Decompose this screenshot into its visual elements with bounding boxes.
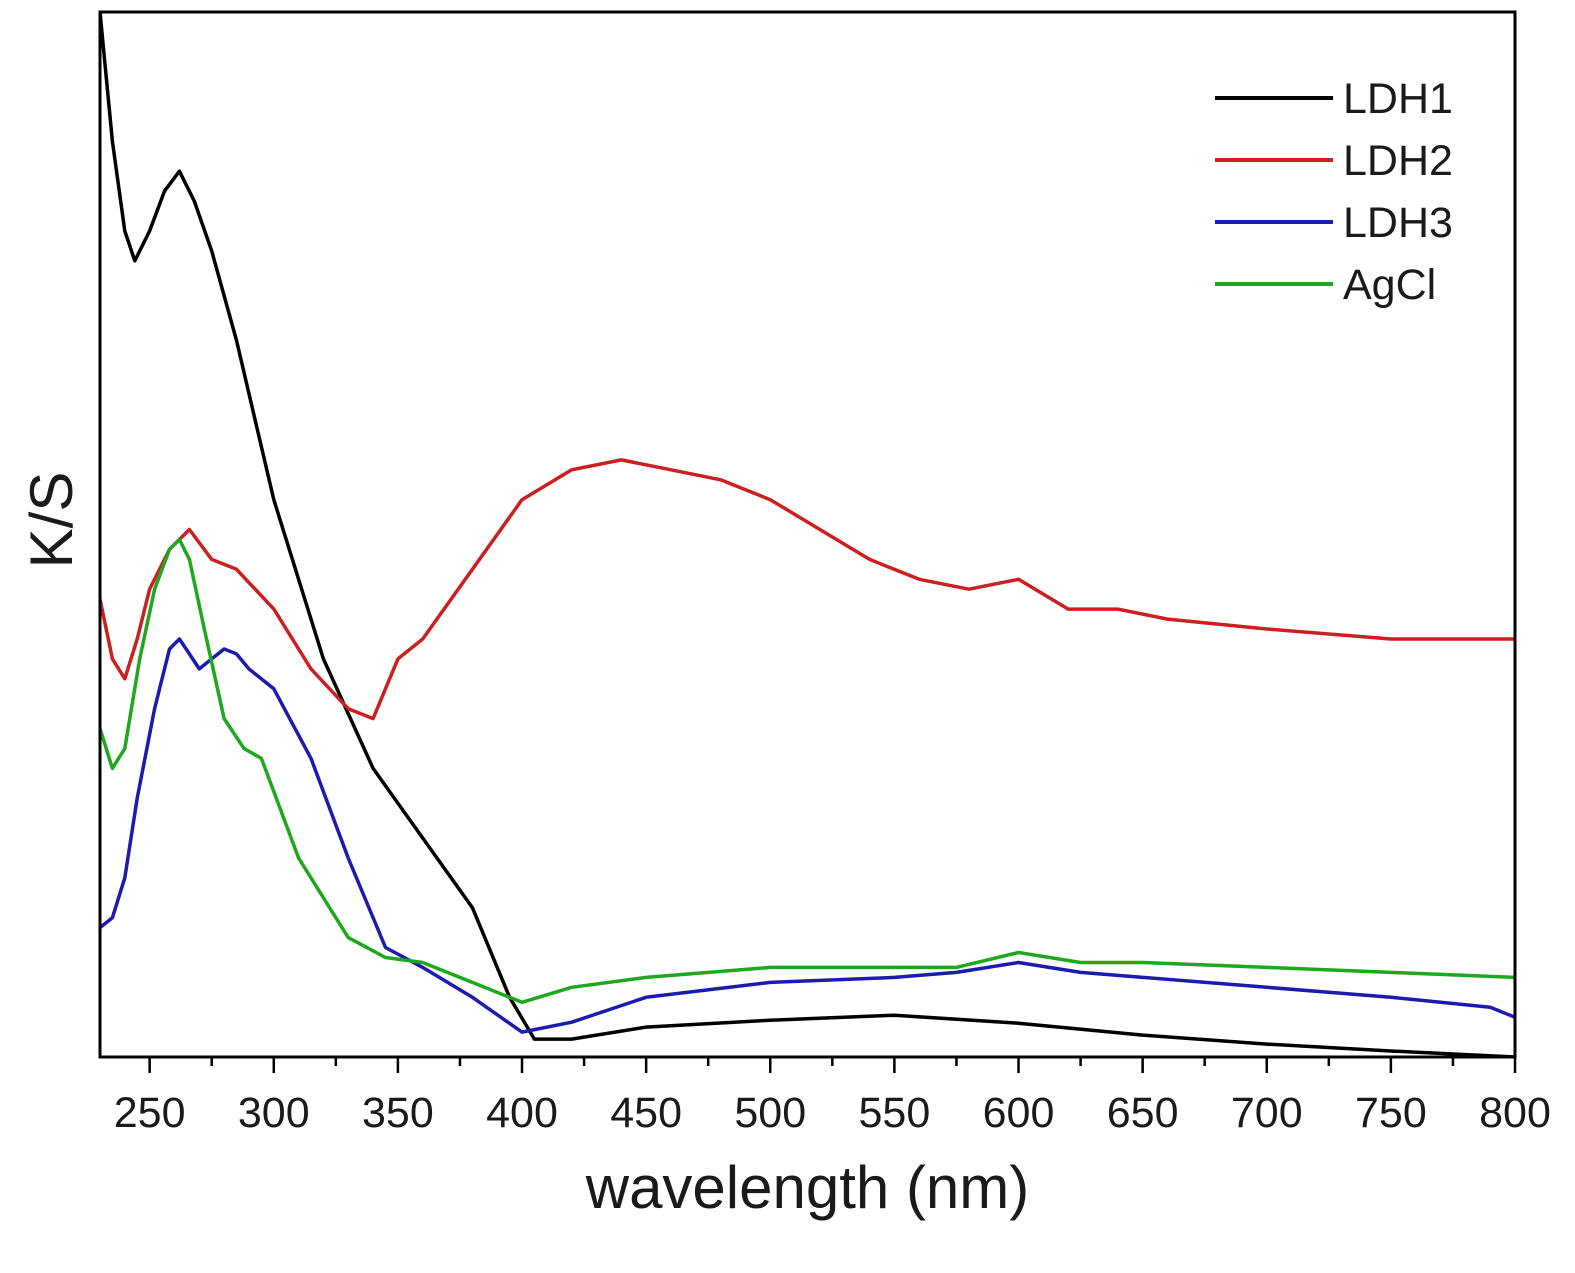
x-tick-label: 250 bbox=[114, 1089, 186, 1137]
x-axis-title: wavelength (nm) bbox=[585, 1154, 1030, 1221]
x-tick-label: 350 bbox=[362, 1089, 434, 1137]
x-tick-label: 750 bbox=[1355, 1089, 1427, 1137]
x-tick-label: 450 bbox=[610, 1089, 682, 1137]
series-line-ldh1 bbox=[100, 12, 1515, 1057]
legend-label-ldh2: LDH2 bbox=[1343, 137, 1453, 185]
legend-label-ldh3: LDH3 bbox=[1343, 199, 1453, 247]
x-tick-label: 300 bbox=[238, 1089, 310, 1137]
x-tick-label: 700 bbox=[1231, 1089, 1303, 1137]
plot-frame bbox=[98, 10, 1517, 1059]
legend-label-agcl: AgCl bbox=[1343, 261, 1436, 309]
x-axis: 250 300 350 400 450 500 550 600 650 700 750 800 bbox=[114, 1057, 1551, 1137]
x-tick-label: 550 bbox=[859, 1089, 931, 1137]
legend: LDH1 LDH2 LDH3 AgCl bbox=[1215, 75, 1453, 309]
series-layer bbox=[100, 12, 1515, 1057]
x-tick-label: 600 bbox=[983, 1089, 1055, 1137]
series-line-ldh3 bbox=[100, 637, 1515, 1034]
x-tick-label: 800 bbox=[1479, 1089, 1551, 1137]
x-tick-label: 650 bbox=[1107, 1089, 1179, 1137]
x-tick-label: 400 bbox=[486, 1089, 558, 1137]
series-line-agcl bbox=[100, 537, 1515, 1005]
x-tick-label: 500 bbox=[734, 1089, 806, 1137]
legend-label-ldh1: LDH1 bbox=[1343, 75, 1453, 123]
y-axis-title: K/S bbox=[18, 472, 85, 569]
